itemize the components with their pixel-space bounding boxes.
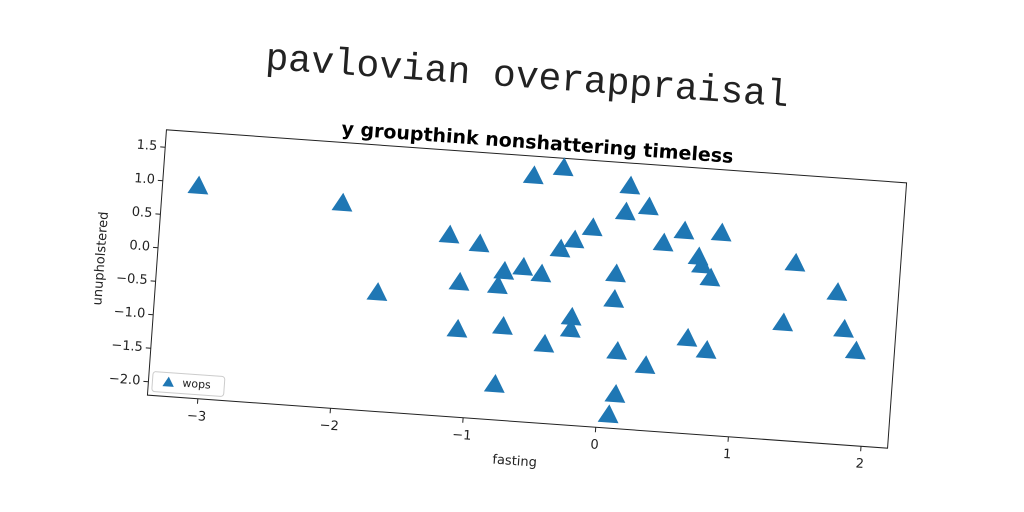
point: [492, 316, 513, 335]
y-tick-label: 1.0: [134, 171, 156, 187]
point: [676, 327, 698, 347]
y-tick-label: −1.5: [111, 338, 144, 355]
point: [606, 341, 628, 360]
y-tick-label: 1.5: [136, 138, 158, 154]
point: [187, 175, 209, 195]
x-axis-label: fasting: [492, 452, 537, 470]
x-tick-label: 2: [855, 456, 864, 472]
point: [366, 282, 388, 301]
y-tick-label: 0.5: [131, 205, 153, 221]
x-tick-label: 1: [722, 447, 731, 463]
x-tick-label: −2: [319, 418, 339, 434]
point: [581, 217, 603, 237]
suptitle: pavlovian overappraisal: [264, 38, 790, 118]
y-tick-label: −2.0: [108, 371, 141, 388]
point: [468, 233, 490, 253]
x-tick-label: −3: [186, 409, 206, 425]
point: [673, 220, 695, 240]
point: [604, 384, 626, 403]
point: [512, 256, 534, 276]
point: [552, 157, 574, 177]
point: [448, 271, 470, 291]
point: [605, 263, 626, 283]
point: [844, 340, 866, 360]
chart-title: y groupthink nonshattering timeless: [341, 118, 734, 168]
point: [710, 222, 732, 242]
point: [699, 267, 721, 287]
y-axis-label: unupholstered: [90, 211, 112, 306]
y-tick-label: −0.5: [116, 271, 149, 288]
legend-box: [151, 371, 226, 397]
point: [833, 318, 854, 338]
point: [695, 340, 717, 359]
plot-frame: [146, 129, 908, 449]
point: [614, 201, 636, 221]
point: [826, 282, 848, 301]
point: [784, 252, 806, 272]
point: [634, 355, 656, 375]
point: [438, 224, 460, 244]
point: [597, 404, 619, 424]
point: [637, 196, 659, 216]
y-tick-label: −1.0: [113, 304, 146, 321]
point: [619, 175, 641, 195]
figure: pavlovian overappraisal y groupthink non…: [90, 38, 908, 472]
point: [493, 260, 515, 280]
legend-label: wops: [182, 377, 212, 392]
point: [522, 165, 544, 185]
point: [549, 238, 571, 258]
point: [603, 288, 625, 308]
point: [331, 192, 353, 212]
point: [691, 254, 712, 274]
point: [772, 312, 794, 332]
x-tick-label: 0: [590, 437, 599, 453]
point: [563, 229, 585, 249]
x-tick-label: −1: [452, 428, 472, 444]
point: [652, 232, 674, 252]
point: [560, 306, 582, 326]
point: [486, 275, 508, 295]
point: [559, 318, 581, 338]
y-tick-label: 0.0: [129, 238, 151, 254]
point: [533, 333, 555, 353]
point: [446, 318, 468, 338]
point: [530, 263, 552, 283]
legend-marker: [162, 376, 174, 387]
point: [483, 374, 505, 393]
